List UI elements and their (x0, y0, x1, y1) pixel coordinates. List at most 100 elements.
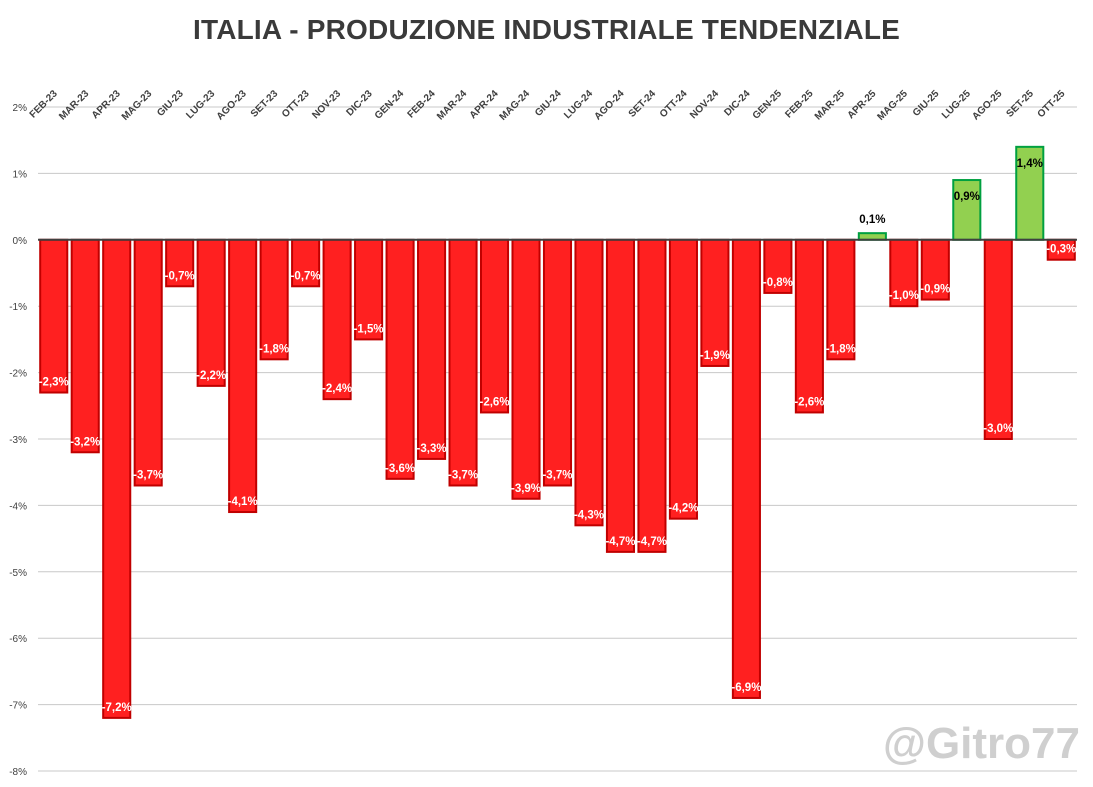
bar-mar-23 (70, 238, 100, 454)
y-tick-label: 2% (13, 103, 28, 114)
data-label: -1,9% (700, 350, 730, 362)
x-category-label: MAR-25 (813, 88, 847, 122)
x-category-label: OTT-25 (1036, 88, 1068, 120)
data-labels: -2,3% -3,2% -7,2% -3,7% -0,7% -2,2% -4,1% -1,8%… (39, 158, 1077, 714)
bar-dic-24 (731, 238, 761, 699)
x-category-label: OTT-24 (658, 88, 690, 120)
data-label: -4,7% (637, 536, 667, 548)
x-category-label: DIC-24 (722, 88, 752, 118)
bar-apr-24 (479, 238, 510, 414)
bar-lug-25 (952, 179, 982, 241)
x-category-label: GEN-24 (373, 88, 407, 122)
bar-giu-24 (542, 238, 573, 487)
x-category-label: SET-24 (627, 88, 659, 120)
data-label: -3,9% (511, 483, 541, 495)
bar-ago-25 (983, 238, 1013, 440)
y-tick-label: -1% (9, 302, 27, 313)
bar-set-24 (637, 238, 667, 553)
x-category-label: FEB-23 (28, 88, 60, 120)
x-category-label: OTT-23 (280, 88, 312, 120)
data-label: 0,1% (859, 214, 885, 226)
x-category-label: GIU-25 (911, 88, 942, 119)
data-label: -3,7% (542, 469, 572, 481)
x-category-label: APR-24 (468, 88, 501, 121)
x-category-label: LUG-25 (940, 88, 973, 121)
x-category-label: GEN-25 (751, 88, 785, 122)
bar-nov-24 (700, 238, 730, 367)
x-category-label: NOV-23 (310, 88, 343, 121)
bars (39, 145, 1076, 719)
y-tick-label: -6% (9, 634, 27, 645)
bar-nov-23 (322, 238, 352, 401)
bar-ott-24 (668, 238, 698, 520)
data-label: -0,8% (763, 277, 793, 289)
bar-gen-24 (385, 238, 415, 480)
x-category-label: FEB-25 (783, 88, 815, 120)
x-category-label: FEB-24 (406, 88, 438, 120)
bar-feb-23 (39, 238, 69, 394)
bar-lug-23 (196, 238, 226, 387)
x-category-label: SET-23 (249, 88, 281, 120)
y-axis-ticks: 2% 1% 0% -1% -2% -3% -4% -5% -6% -7% -8% (9, 103, 27, 778)
x-category-label: APR-23 (90, 88, 123, 121)
y-tick-label: -8% (9, 767, 27, 778)
x-category-label: GIU-23 (155, 88, 186, 119)
bar-apr-23 (102, 238, 132, 719)
data-label: -3,3% (417, 443, 447, 455)
data-label: -3,0% (983, 423, 1013, 435)
bar-feb-24 (417, 238, 447, 460)
x-category-label: AGO-25 (970, 88, 1004, 122)
bar-giu-23 (165, 238, 195, 288)
data-label: -2,3% (39, 377, 69, 389)
data-label: -1,5% (354, 323, 384, 335)
x-category-label: DIC-23 (345, 88, 375, 118)
data-label: -0,7% (165, 270, 195, 282)
y-tick-label: -3% (9, 435, 27, 446)
data-label: -4,2% (668, 503, 698, 515)
bar-lug-24 (574, 238, 604, 527)
data-label: -4,1% (228, 496, 258, 508)
x-category-label: MAG-25 (875, 88, 910, 123)
x-category-label: MAG-23 (120, 88, 155, 123)
x-category-label: APR-25 (846, 88, 879, 121)
bar-mag-25 (889, 238, 919, 308)
data-label: -4,7% (605, 536, 635, 548)
bar-mag-24 (511, 238, 541, 500)
y-tick-label: -7% (9, 701, 27, 712)
data-label: -3,7% (133, 469, 163, 481)
data-label: -3,6% (385, 463, 415, 475)
data-label: 1,4% (1017, 158, 1043, 170)
bar-ago-24 (605, 238, 636, 553)
x-category-label: MAR-23 (57, 88, 91, 122)
y-tick-label: -2% (9, 369, 27, 380)
data-label: -0,7% (291, 270, 321, 282)
watermark: @Gitro77 (883, 719, 1080, 768)
data-label: -2,2% (196, 370, 226, 382)
x-category-label: AGO-23 (215, 88, 249, 122)
data-label: -3,7% (448, 469, 478, 481)
x-category-label: MAR-24 (435, 88, 469, 122)
bar-gen-25 (763, 238, 793, 294)
chart-title: ITALIA - PRODUZIONE INDUSTRIALE TENDENZI… (192, 14, 901, 45)
bar-giu-25 (920, 238, 950, 301)
bar-mar-24 (448, 238, 478, 487)
bar-mag-23 (133, 238, 163, 487)
data-label: -2,6% (480, 396, 510, 408)
data-label: -2,4% (322, 383, 352, 395)
x-category-label: LUG-23 (184, 88, 217, 121)
data-label: -1,8% (259, 343, 289, 355)
bar-set-23 (259, 238, 289, 361)
data-label: 0,9% (954, 191, 980, 203)
y-tick-label: 0% (13, 236, 28, 247)
y-tick-label: 1% (13, 169, 28, 180)
data-label: -7,2% (102, 702, 132, 714)
data-label: -2,6% (794, 396, 824, 408)
x-category-label: LUG-24 (562, 88, 595, 121)
data-label: -0,3% (1046, 244, 1076, 256)
data-label: -6,9% (731, 682, 761, 694)
bar-ago-23 (228, 238, 258, 514)
data-label: -4,3% (574, 509, 604, 521)
